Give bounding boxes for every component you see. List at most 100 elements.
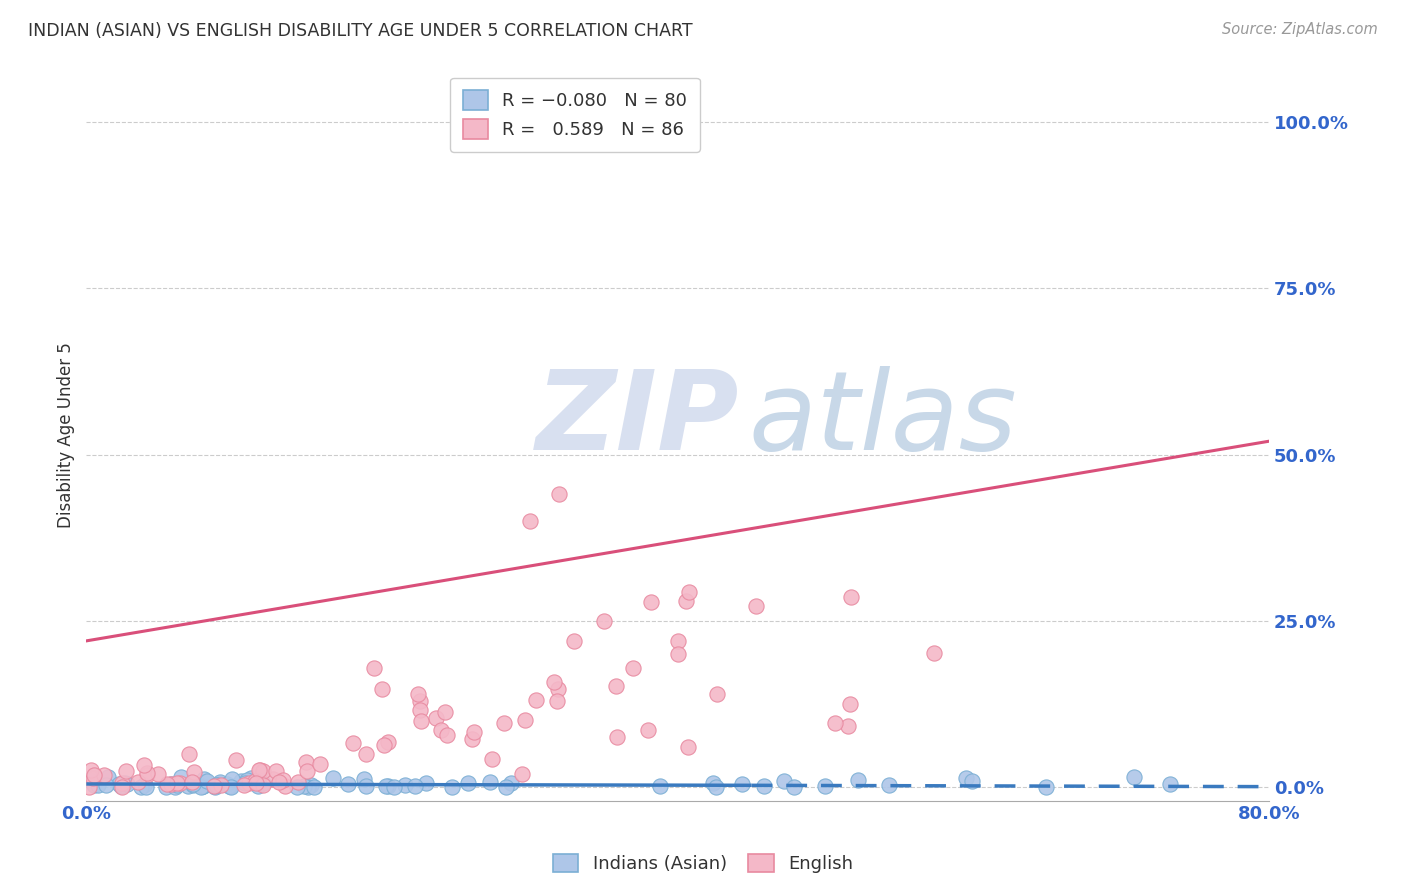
Point bbox=[605, 679, 627, 693]
Point bbox=[219, 780, 242, 794]
Point bbox=[606, 731, 628, 745]
Point bbox=[299, 778, 322, 792]
Point bbox=[1035, 780, 1057, 794]
Point bbox=[354, 747, 377, 761]
Point bbox=[621, 660, 644, 674]
Point bbox=[406, 687, 429, 701]
Point bbox=[463, 724, 485, 739]
Point bbox=[183, 765, 205, 780]
Point bbox=[110, 780, 132, 794]
Point bbox=[155, 780, 177, 794]
Point bbox=[415, 776, 437, 790]
Point bbox=[960, 773, 983, 788]
Point bbox=[247, 763, 270, 777]
Point bbox=[546, 694, 568, 708]
Point bbox=[80, 773, 103, 788]
Point bbox=[637, 723, 659, 737]
Point bbox=[269, 775, 291, 789]
Y-axis label: Disability Age Under 5: Disability Age Under 5 bbox=[58, 342, 75, 527]
Point bbox=[249, 764, 271, 778]
Point bbox=[666, 647, 689, 661]
Point bbox=[342, 736, 364, 750]
Point bbox=[676, 740, 699, 755]
Point bbox=[135, 780, 157, 794]
Point bbox=[839, 590, 862, 604]
Point bbox=[879, 778, 901, 792]
Point bbox=[543, 674, 565, 689]
Point bbox=[252, 776, 274, 790]
Point bbox=[309, 757, 332, 772]
Point bbox=[245, 773, 267, 788]
Point bbox=[704, 780, 727, 794]
Point bbox=[846, 773, 869, 788]
Point bbox=[481, 752, 503, 766]
Text: Source: ZipAtlas.com: Source: ZipAtlas.com bbox=[1222, 22, 1378, 37]
Point bbox=[195, 773, 218, 788]
Point bbox=[180, 774, 202, 789]
Point bbox=[252, 778, 274, 792]
Point bbox=[436, 728, 458, 742]
Point bbox=[1159, 777, 1181, 791]
Point bbox=[225, 753, 247, 767]
Point bbox=[441, 780, 464, 794]
Point bbox=[373, 738, 395, 752]
Point bbox=[702, 776, 724, 790]
Text: atlas: atlas bbox=[748, 367, 1017, 474]
Point bbox=[202, 779, 225, 793]
Point bbox=[519, 514, 541, 528]
Point bbox=[824, 715, 846, 730]
Point bbox=[240, 771, 263, 785]
Point bbox=[209, 778, 232, 792]
Point bbox=[83, 776, 105, 790]
Point bbox=[82, 771, 104, 785]
Point bbox=[205, 778, 228, 792]
Point bbox=[232, 778, 254, 792]
Point bbox=[461, 731, 484, 746]
Point bbox=[131, 780, 153, 794]
Point bbox=[285, 780, 308, 794]
Point bbox=[495, 780, 517, 794]
Point bbox=[208, 777, 231, 791]
Point bbox=[190, 780, 212, 794]
Point bbox=[302, 780, 325, 794]
Point bbox=[235, 776, 257, 790]
Point bbox=[295, 764, 318, 779]
Point bbox=[814, 779, 837, 793]
Point bbox=[271, 773, 294, 788]
Point bbox=[127, 775, 149, 789]
Point bbox=[262, 772, 284, 786]
Point bbox=[146, 766, 169, 780]
Point bbox=[745, 599, 768, 613]
Point bbox=[837, 719, 859, 733]
Point bbox=[264, 764, 287, 778]
Point bbox=[922, 646, 945, 660]
Point bbox=[675, 593, 697, 607]
Point bbox=[409, 703, 432, 717]
Point bbox=[548, 487, 571, 501]
Point bbox=[292, 779, 315, 793]
Point bbox=[219, 779, 242, 793]
Point bbox=[246, 775, 269, 789]
Point bbox=[97, 770, 120, 784]
Point bbox=[221, 772, 243, 786]
Point bbox=[246, 780, 269, 794]
Point bbox=[193, 772, 215, 787]
Point bbox=[678, 584, 700, 599]
Legend: R = −0.080   N = 80, R =   0.589   N = 86: R = −0.080 N = 80, R = 0.589 N = 86 bbox=[450, 78, 700, 152]
Point bbox=[353, 772, 375, 787]
Point bbox=[752, 779, 775, 793]
Point bbox=[425, 710, 447, 724]
Point bbox=[208, 775, 231, 789]
Point bbox=[217, 777, 239, 791]
Point bbox=[108, 777, 131, 791]
Point bbox=[135, 768, 157, 782]
Point bbox=[492, 716, 515, 731]
Point bbox=[179, 747, 201, 762]
Point bbox=[433, 705, 456, 719]
Point bbox=[363, 660, 385, 674]
Point bbox=[404, 779, 426, 793]
Point bbox=[238, 776, 260, 790]
Point bbox=[83, 767, 105, 781]
Point bbox=[77, 780, 100, 794]
Point bbox=[512, 767, 534, 781]
